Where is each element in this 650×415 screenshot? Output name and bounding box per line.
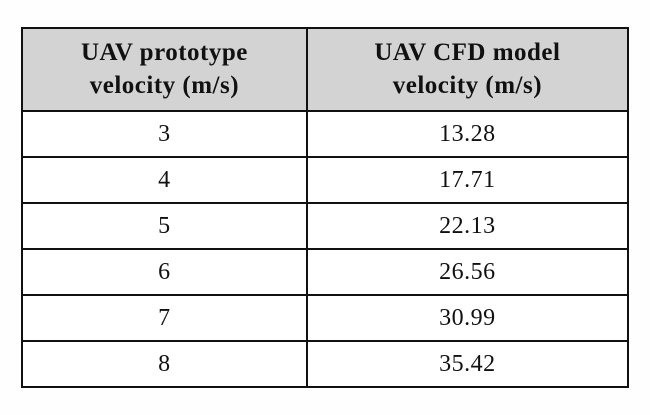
cfd-velocity-cell: 22.13	[305, 202, 630, 250]
prototype-velocity-cell: 5	[21, 202, 308, 250]
table-row: 3 13.28	[21, 110, 630, 158]
prototype-velocity-cell: 7	[21, 294, 308, 342]
cfd-velocity-cell: 35.42	[305, 340, 630, 388]
velocity-table: UAV prototype velocity (m/s) UAV CFD mod…	[21, 27, 630, 388]
cfd-velocity-cell: 26.56	[305, 248, 630, 296]
table-row: 5 22.13	[21, 202, 630, 250]
prototype-velocity-cell: 6	[21, 248, 308, 296]
header-cfd-velocity: UAV CFD model velocity (m/s)	[305, 27, 630, 112]
cfd-velocity-cell: 30.99	[305, 294, 630, 342]
table-row: 6 26.56	[21, 248, 630, 296]
cfd-velocity-cell: 17.71	[305, 156, 630, 204]
table-row: 4 17.71	[21, 156, 630, 204]
header-cfd-line1: UAV CFD model	[374, 39, 561, 66]
table-row: 8 35.42	[21, 340, 630, 388]
cfd-velocity-cell: 13.28	[305, 110, 630, 158]
header-prototype-velocity: UAV prototype velocity (m/s)	[21, 27, 308, 112]
prototype-velocity-cell: 4	[21, 156, 308, 204]
header-prototype-line1: UAV prototype	[80, 39, 248, 66]
header-prototype-line2: velocity (m/s)	[89, 71, 240, 99]
prototype-velocity-cell: 8	[21, 340, 308, 388]
prototype-velocity-cell: 3	[21, 110, 308, 158]
header-cfd-line2: velocity (m/s)	[392, 71, 543, 99]
table-row: 7 30.99	[21, 294, 630, 342]
header-row: UAV prototype velocity (m/s) UAV CFD mod…	[21, 27, 630, 112]
